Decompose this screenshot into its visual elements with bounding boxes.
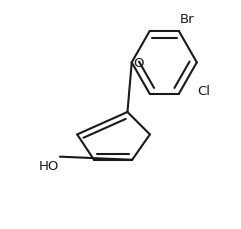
- Text: HO: HO: [38, 159, 59, 172]
- Text: Br: Br: [180, 13, 194, 26]
- Text: O: O: [133, 57, 143, 70]
- Text: Cl: Cl: [197, 85, 210, 98]
